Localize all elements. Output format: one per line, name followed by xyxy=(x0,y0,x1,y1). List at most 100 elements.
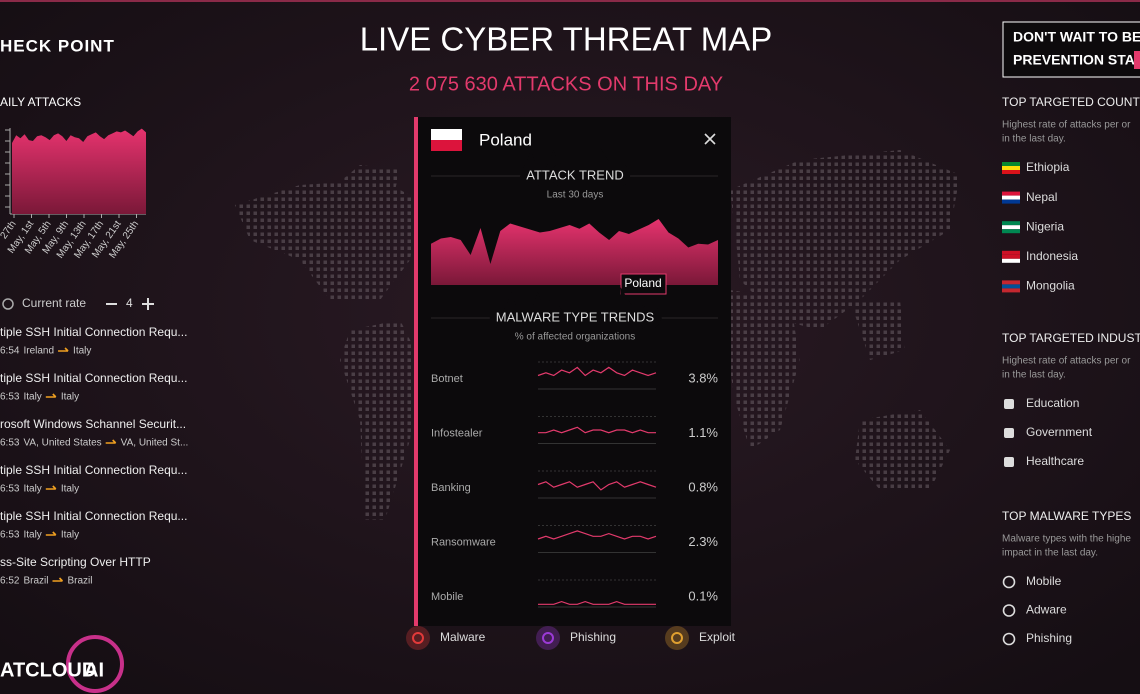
legend-dot xyxy=(412,632,424,644)
section-title: TOP TARGETED INDUSTRI xyxy=(1002,331,1140,345)
list-item[interactable]: Adware xyxy=(1026,603,1067,617)
attack-to: Italy xyxy=(61,530,79,541)
flag-red xyxy=(431,140,462,151)
logo-ring xyxy=(66,635,124,693)
brand: HECK POINT xyxy=(0,36,115,55)
attack-time: 6:53 xyxy=(0,530,20,541)
list-item[interactable]: Phishing xyxy=(1026,631,1072,645)
attack-name: tiple SSH Initial Connection Requ... xyxy=(0,509,187,523)
flag-stripe xyxy=(1002,225,1020,230)
promo-line: PREVENTION STARTS xyxy=(1013,52,1140,68)
list-item[interactable]: Nigeria xyxy=(1026,219,1064,233)
flag-stripe xyxy=(1002,250,1020,255)
flag-stripe xyxy=(1002,284,1020,289)
section-desc: impact in the last day. xyxy=(1002,548,1098,559)
flag-stripe xyxy=(1002,288,1020,293)
flag-stripe xyxy=(1002,162,1020,166)
attack-name: rosoft Windows Schannel Securit... xyxy=(0,417,186,431)
section-desc: Malware types with the highe xyxy=(1002,534,1131,545)
rate-value: 4 xyxy=(126,296,133,310)
section-title: ATTACK TREND xyxy=(526,167,624,182)
promo-accent xyxy=(1134,51,1140,69)
attack-time: 6:53 xyxy=(0,392,20,403)
page-title: LIVE CYBER THREAT MAP xyxy=(360,21,773,58)
malware-value: 3.8% xyxy=(688,370,718,385)
panel-country: Poland xyxy=(479,130,532,149)
malware-value: 2.3% xyxy=(688,534,718,549)
section-subtitle: % of affected organizations xyxy=(515,332,635,343)
attack-arrow xyxy=(45,485,57,490)
country-panel xyxy=(417,117,731,626)
list-item[interactable]: Nepal xyxy=(1026,190,1057,204)
malware-sparkline xyxy=(537,366,657,377)
section-title: AILY ATTACKS xyxy=(0,95,81,109)
list-item[interactable]: Mongolia xyxy=(1026,279,1075,293)
attack-from: Ireland xyxy=(23,346,54,357)
world-map xyxy=(235,150,960,520)
attack-from: Italy xyxy=(23,530,41,541)
section-desc: in the last day. xyxy=(1002,134,1066,145)
promo-box[interactable] xyxy=(1002,21,1140,78)
rate-icon xyxy=(2,298,14,310)
attack-to: VA, United St... xyxy=(121,438,189,449)
attack-arrow xyxy=(45,531,57,536)
top-border xyxy=(0,0,1140,2)
promo-banner[interactable]: DON'T WAIT TO BE ATT PREVENTION STARTS xyxy=(1002,21,1140,78)
malware-sparkline xyxy=(537,481,657,491)
attack-name: tiple SSH Initial Connection Requ... xyxy=(0,371,187,385)
attack-count: 2 075 630 ATTACKS ON THIS DAY xyxy=(409,73,723,95)
list-item[interactable]: Government xyxy=(1026,425,1093,439)
daily-area xyxy=(12,128,146,214)
attack-time: 6:53 xyxy=(0,438,20,449)
flag-stripe xyxy=(1002,195,1020,200)
malware-sparkline xyxy=(538,426,656,434)
industry-icon xyxy=(1004,457,1014,467)
attack-from: VA, United States xyxy=(23,438,101,449)
tooltip-text: Poland xyxy=(624,276,661,290)
legend-halo[interactable] xyxy=(406,626,430,650)
flag-stripe xyxy=(1002,258,1020,263)
list-item[interactable]: Education xyxy=(1026,396,1079,410)
attack-arrow xyxy=(52,577,64,582)
legend-label: Phishing xyxy=(570,630,616,644)
rate-increase[interactable] xyxy=(142,298,154,310)
attack-from: Italy xyxy=(23,392,41,403)
malware-value: 0.8% xyxy=(688,479,718,494)
close-button[interactable] xyxy=(704,133,716,145)
legend-halo[interactable] xyxy=(536,626,560,650)
section-desc: Highest rate of attacks per or xyxy=(1002,120,1131,131)
malware-value: 1.1% xyxy=(688,425,718,440)
list-item[interactable]: Mobile xyxy=(1026,574,1062,588)
section-desc: Highest rate of attacks per or xyxy=(1002,356,1131,367)
flag-stripe xyxy=(1002,221,1020,226)
attack-to: Italy xyxy=(61,392,79,403)
list-item[interactable]: Ethiopia xyxy=(1026,160,1070,174)
flag-stripe xyxy=(1002,166,1020,170)
attack-arrow xyxy=(105,439,117,444)
logo-text: ATCLOUD xyxy=(0,659,96,681)
list-item[interactable]: Indonesia xyxy=(1026,249,1078,263)
attack-to: Brazil xyxy=(67,576,92,587)
panel-accent xyxy=(414,117,418,626)
flag-stripe xyxy=(1002,229,1020,234)
attack-to: Italy xyxy=(73,346,91,357)
attack-arrow xyxy=(58,347,69,352)
section-desc: in the last day. xyxy=(1002,370,1066,381)
section-subtitle: Last 30 days xyxy=(547,190,604,201)
malware-name: Ransomware xyxy=(431,536,496,548)
flag-stripe xyxy=(1002,191,1020,196)
flag-stripe xyxy=(1002,199,1020,204)
malware-name: Banking xyxy=(431,482,471,494)
flag-stripe xyxy=(1002,280,1020,285)
malware-sparkline xyxy=(537,530,657,540)
attack-from: Brazil xyxy=(23,576,48,587)
section-title: MALWARE TYPE TRENDS xyxy=(496,309,655,324)
attack-time: 6:53 xyxy=(0,484,20,495)
legend-halo[interactable] xyxy=(665,626,689,650)
list-item[interactable]: Healthcare xyxy=(1026,454,1084,468)
flag-white xyxy=(431,129,462,140)
attack-name: ss-Site Scripting Over HTTP xyxy=(0,555,151,569)
promo-line: DON'T WAIT TO BE ATT xyxy=(1013,29,1140,45)
attack-from: Italy xyxy=(23,484,41,495)
logo-suffix: AI xyxy=(84,659,104,681)
